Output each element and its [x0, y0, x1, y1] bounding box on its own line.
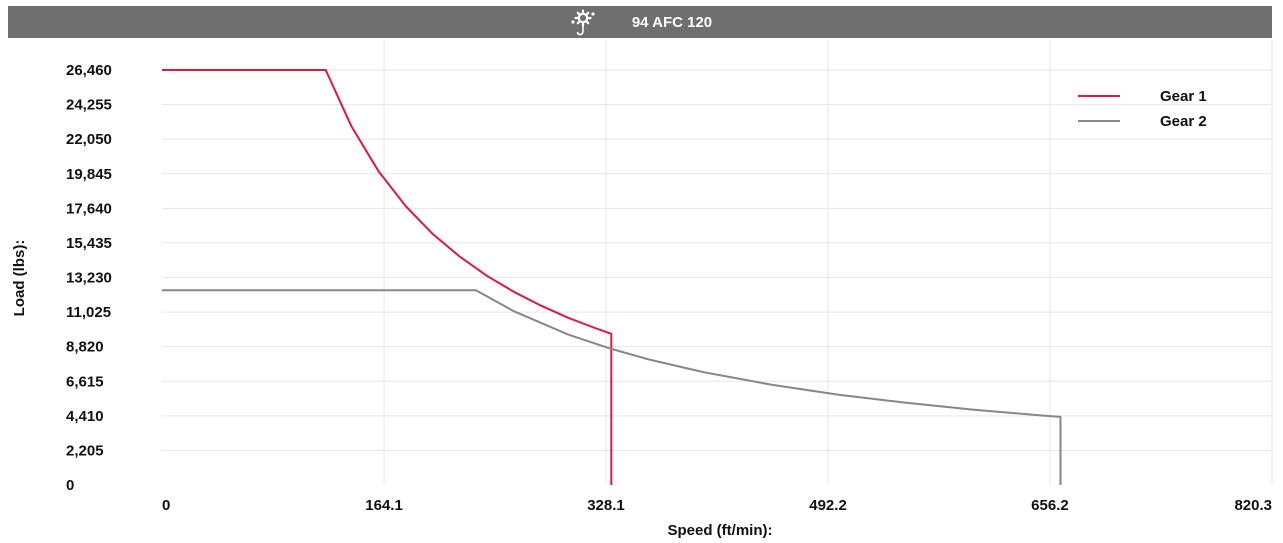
x-axis-ticks: 0 164.1 328.1 492.2 656.2 820.3 [162, 497, 1272, 514]
y-tick-label: 2,205 [66, 442, 104, 459]
y-tick-label: 13,230 [66, 270, 112, 287]
y-tick-label: 4,410 [66, 408, 104, 425]
y-tick-label: 15,435 [66, 235, 112, 252]
chart-legend: Gear 1 Gear 2 [1078, 88, 1207, 130]
y-tick-label: 8,820 [66, 339, 104, 356]
y-tick-label: 6,615 [66, 373, 104, 390]
x-tick-label: 164.1 [365, 497, 403, 514]
legend-label-gear-2: Gear 2 [1160, 113, 1207, 130]
crane-hook-gear-icon [568, 7, 598, 37]
x-tick-label: 0 [162, 497, 170, 514]
x-tick-label: 656.2 [1031, 497, 1069, 514]
y-tick-label: 26,460 [66, 62, 112, 79]
chart-title-bar: 94 AFC 120 [8, 6, 1272, 38]
series-line-gear-2 [162, 289, 1062, 485]
x-axis-label: Speed (ft/min): [668, 522, 773, 539]
grid-lines [162, 40, 1273, 485]
series-line-gear-1 [162, 69, 613, 485]
y-tick-label: 19,845 [66, 166, 112, 183]
y-tick-label: 22,050 [66, 131, 112, 148]
legend-label-gear-1: Gear 1 [1160, 88, 1207, 105]
series-lines [162, 69, 1062, 485]
y-tick-label: 17,640 [66, 200, 112, 217]
plot-area [162, 40, 1272, 485]
chart-title: 94 AFC 120 [631, 13, 713, 31]
y-tick-label: 0 [66, 477, 74, 494]
x-tick-label: 492.2 [809, 497, 847, 514]
x-tick-label: 328.1 [587, 497, 625, 514]
y-axis-label: Load (lbs): [11, 240, 28, 317]
x-tick-label: 820.3 [1234, 497, 1272, 514]
y-tick-label: 11,025 [66, 304, 111, 321]
y-axis-ticks: 0 2,205 4,410 6,615 8,820 11,025 13,230 15,435 1… [66, 62, 112, 494]
y-tick-label: 24,255 [66, 97, 112, 114]
